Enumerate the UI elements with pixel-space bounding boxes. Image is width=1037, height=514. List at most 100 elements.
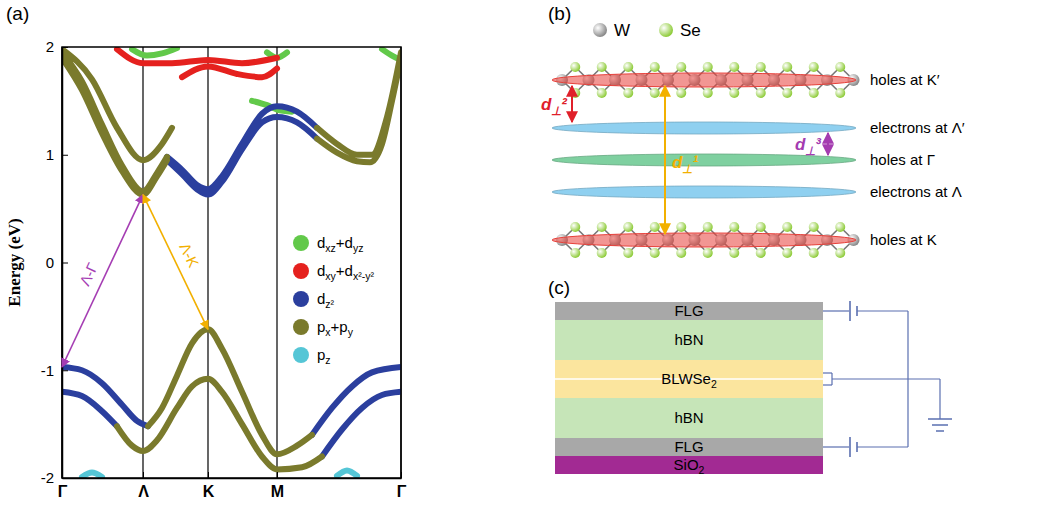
- panel-label: (c): [548, 277, 570, 298]
- se-atom: [835, 88, 845, 98]
- legend-label: W: [614, 21, 630, 40]
- tick-label: -1: [41, 362, 54, 379]
- tick: 2: [46, 38, 68, 55]
- text-part: d: [317, 262, 325, 279]
- se-atom: [703, 222, 713, 232]
- annotation-label: Λ-Γ: [76, 260, 101, 288]
- layer-label: hBN: [674, 331, 703, 348]
- legend-label: px+py: [317, 318, 354, 338]
- tick-mark: [277, 472, 278, 478]
- wire: [857, 446, 908, 447]
- axis-title: Energy (eV): [5, 218, 24, 306]
- text-part: +: [336, 262, 345, 279]
- legend-item: dz²: [293, 290, 335, 310]
- legend-marker: [593, 23, 607, 37]
- se-atom: [623, 222, 633, 232]
- ground: [928, 418, 952, 420]
- tick-label: Γ: [58, 483, 68, 500]
- text-part: d: [317, 290, 325, 307]
- plot-frame: [62, 47, 401, 478]
- axis-line: [63, 478, 402, 480]
- se-atom: [597, 62, 607, 72]
- distance-label: d⊥¹: [672, 153, 698, 176]
- distance-label: d⊥²: [541, 95, 568, 118]
- text-part: ³: [815, 135, 822, 154]
- se-atom: [729, 62, 739, 72]
- device-layer: [555, 302, 823, 320]
- y-axis: -2-1012: [41, 38, 68, 486]
- tick: 1: [46, 146, 68, 163]
- device-layer: [555, 360, 823, 398]
- distance-arrow: [664, 86, 666, 234]
- se-atom: [676, 62, 686, 72]
- text-part: ²: [561, 95, 568, 114]
- text-part: d: [541, 95, 552, 114]
- text-part: d: [672, 153, 683, 172]
- tick: M: [271, 472, 284, 500]
- se-atom: [703, 88, 713, 98]
- text-part: hBN: [674, 331, 703, 348]
- text-part: x²-y²: [353, 270, 374, 282]
- se-atom: [756, 88, 766, 98]
- legend: dxz+dyzdxy+dx²-y²dz²px+pypz: [293, 234, 374, 366]
- se-atom: [623, 248, 633, 258]
- text-part: BLWSe: [661, 370, 711, 387]
- device-layer: [555, 438, 823, 456]
- se-atom: [782, 88, 792, 98]
- panel-label: (b): [548, 3, 571, 24]
- x-axis: ΓΛKMΓ: [58, 472, 407, 500]
- se-atom: [782, 248, 792, 258]
- tick-label: 1: [46, 146, 54, 163]
- text-part: FLG: [674, 302, 703, 319]
- text-part: ¹: [692, 153, 698, 172]
- annotation-arrow: [62, 195, 143, 367]
- ground: [936, 430, 944, 432]
- text-part: z²: [325, 298, 334, 310]
- tick-mark: [62, 155, 68, 156]
- band-line: [82, 470, 357, 476]
- layer-label: holes at K: [870, 231, 937, 248]
- text-part: FLG: [674, 438, 703, 455]
- se-atom: [729, 88, 739, 98]
- text-part: 2: [711, 378, 717, 390]
- se-atom: [782, 62, 792, 72]
- figure: ΓΛKMΓ-2-1012Energy (eV)Λ-ΓΛ-Kdxz+dyzdxy+…: [0, 0, 1037, 514]
- layer-label: holes at Γ: [870, 151, 935, 168]
- se-atom: [729, 222, 739, 232]
- tick-mark: [143, 472, 144, 478]
- legend-marker: [293, 319, 309, 335]
- text-part: d: [345, 262, 353, 279]
- wire: [823, 372, 832, 373]
- text-part: d: [795, 135, 806, 154]
- battery-plate: [849, 301, 851, 321]
- wse2-layer: [552, 62, 860, 98]
- annotation-arrow: [143, 195, 208, 330]
- tick-mark: [62, 478, 68, 479]
- text-part: p: [339, 318, 347, 335]
- tick-mark: [401, 472, 402, 478]
- ground: [932, 424, 948, 426]
- wire: [823, 310, 849, 311]
- se-atom: [676, 248, 686, 258]
- tick-label: M: [271, 483, 284, 500]
- carrier-layer: [552, 122, 856, 134]
- se-atom: [597, 222, 607, 232]
- tick: Γ: [397, 472, 407, 500]
- se-atom: [835, 222, 845, 232]
- legend-item: px+py: [293, 318, 354, 338]
- tick-mark: [62, 263, 68, 264]
- wse2-layer: [552, 222, 860, 258]
- layer-label: hBN: [674, 409, 703, 426]
- se-atom: [597, 88, 607, 98]
- text-part: p: [317, 346, 325, 363]
- legend-marker: [293, 263, 309, 279]
- grid-line: [142, 47, 143, 478]
- text-part: z: [325, 354, 330, 366]
- se-atom: [597, 248, 607, 258]
- text-part: ⊥: [682, 162, 692, 176]
- se-atom: [809, 62, 819, 72]
- legend-item: dxy+dx²-y²: [293, 262, 374, 282]
- tick-mark: [208, 472, 209, 478]
- legend-item: dxz+dyz: [293, 234, 363, 254]
- se-atom: [729, 248, 739, 258]
